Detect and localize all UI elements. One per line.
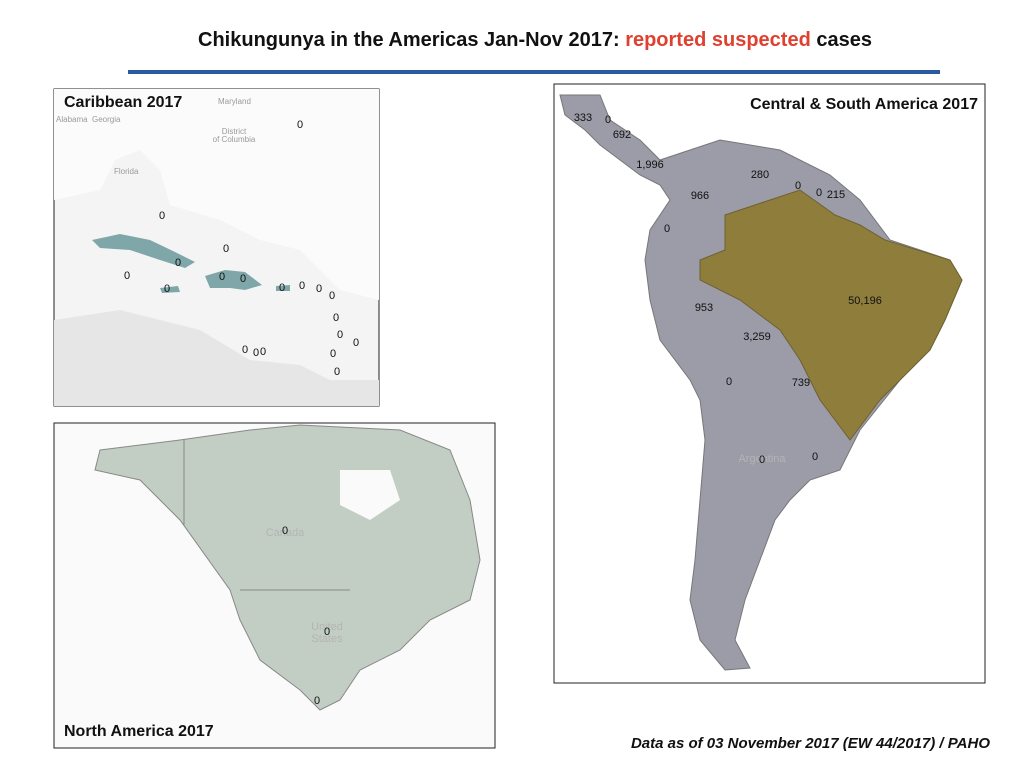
case-count: 1,996 [636, 159, 664, 171]
case-count: 0 [260, 346, 266, 358]
case-count: 0 [314, 695, 320, 707]
case-count: 0 [164, 283, 170, 295]
case-count: 0 [334, 366, 340, 378]
case-count: 3,259 [743, 331, 771, 343]
case-count: 0 [240, 273, 246, 285]
case-count: 0 [726, 376, 732, 388]
case-count: 739 [792, 377, 810, 389]
case-count: 0 [297, 119, 303, 131]
case-count: 0 [124, 270, 130, 282]
jamaica [160, 286, 180, 293]
title-end: cases [816, 29, 872, 51]
case-count: 0 [337, 329, 343, 341]
case-count: 0 [324, 626, 330, 638]
source-note: Data as of 03 November 2017 (EW 44/2017)… [631, 735, 990, 752]
land [54, 89, 379, 300]
cuba [92, 234, 195, 268]
case-count: 0 [329, 290, 335, 302]
case-count: 280 [751, 169, 769, 181]
case-count: 0 [795, 180, 801, 192]
case-count: 0 [330, 348, 336, 360]
place-label: Canada [266, 527, 305, 539]
panel-title: Caribbean 2017 [64, 94, 182, 111]
case-count: 692 [613, 129, 631, 141]
case-count: 0 [159, 210, 165, 222]
case-count: 0 [759, 454, 765, 466]
case-count: 0 [333, 312, 339, 324]
case-count: 0 [253, 347, 259, 359]
place-label: of Columbia [213, 135, 256, 144]
case-count: 0 [316, 283, 322, 295]
case-count: 0 [816, 187, 822, 199]
central-south-panel: Central & South America 2017 Argentina 3… [553, 83, 986, 684]
case-count: 0 [299, 280, 305, 292]
place-label: Georgia [92, 115, 121, 124]
case-count: 0 [223, 243, 229, 255]
case-count: 0 [664, 223, 670, 235]
case-count: 215 [827, 189, 845, 201]
title-highlight: reported suspected [625, 29, 811, 51]
place-label: Alabama [56, 115, 88, 124]
case-count: 333 [574, 112, 592, 124]
puerto-rico [276, 285, 290, 291]
case-count: 0 [279, 282, 285, 294]
case-count: 0 [353, 337, 359, 349]
panel-title: Central & South America 2017 [750, 96, 978, 113]
place-label: Maryland [218, 97, 251, 106]
north-america-panel: North America 2017 Canada United States … [53, 422, 496, 749]
title-start: Chikungunya in the Americas Jan-Nov 2017… [198, 29, 620, 51]
case-count: 0 [812, 451, 818, 463]
place-label: Florida [114, 167, 139, 176]
case-count: 0 [282, 525, 288, 537]
place-label: United [311, 621, 343, 633]
case-count: 0 [605, 114, 611, 126]
case-count: 953 [695, 302, 713, 314]
case-count: 0 [219, 271, 225, 283]
land [54, 310, 379, 406]
hudson-bay [340, 470, 400, 520]
case-count: 50,196 [848, 295, 882, 307]
caribbean-panel: Caribbean 2017 Maryland Alabama Georgia … [53, 88, 380, 407]
place-label: States [311, 633, 343, 645]
place-label: District [222, 127, 247, 136]
hispaniola [205, 270, 262, 290]
case-count: 966 [691, 190, 709, 202]
brazil [699, 189, 963, 441]
place-label: Argentina [738, 453, 786, 465]
slide-title: Chikungunya in the Americas Jan-Nov 2017… [198, 29, 872, 51]
case-count: 0 [175, 257, 181, 269]
panel-title: North America 2017 [64, 723, 214, 740]
case-count: 0 [242, 344, 248, 356]
